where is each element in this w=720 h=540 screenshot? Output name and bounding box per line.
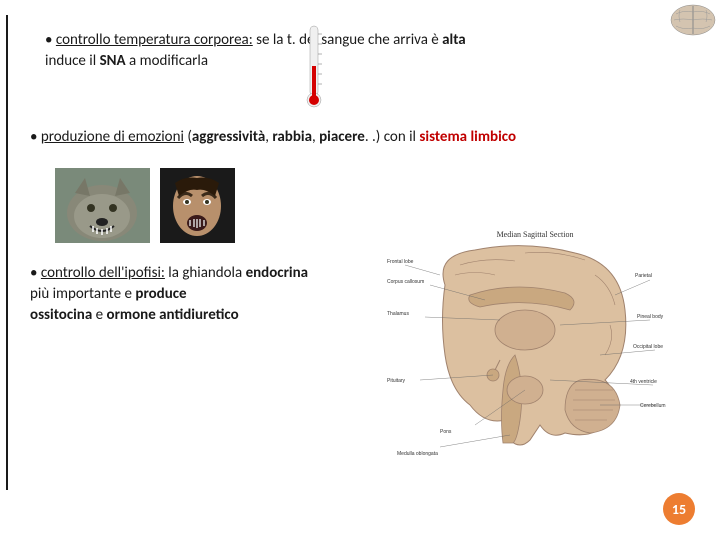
wolf-image <box>55 168 150 243</box>
svg-text:Medulla oblongata: Medulla oblongata <box>397 451 438 457</box>
s3-underlined: controllo dell'ipofisi: <box>41 264 165 282</box>
svg-text:Thalamus: Thalamus <box>387 311 409 317</box>
svg-text:Occipital lobe: Occipital lobe <box>633 344 663 350</box>
bullet-section-3: • controllo dell'ipofisi: la ghiandola e… <box>25 263 345 326</box>
page-number-badge: 15 <box>663 493 695 525</box>
svg-text:Pituitary: Pituitary <box>387 378 406 384</box>
s1-text1: se la t. del sangue che arriva è alta <box>253 31 466 49</box>
page-number-text: 15 <box>672 501 686 518</box>
bullet-section-2: • produzione di emozioni (aggressività, … <box>25 127 695 148</box>
bullet-2: • <box>30 128 37 146</box>
slide-content: • controllo temperatura corporea: se la … <box>0 0 720 540</box>
svg-text:Corpus callosum: Corpus callosum <box>387 279 424 285</box>
svg-text:Pineal body: Pineal body <box>637 314 664 320</box>
s1-line2: induce il SNA a modificarla <box>45 51 695 72</box>
s3-text1: la ghiandola endocrina <box>165 264 308 282</box>
bullet-section-1: • controllo temperatura corporea: se la … <box>25 30 695 72</box>
svg-text:Cerebellum: Cerebellum <box>640 403 666 409</box>
bullet-1: • <box>45 31 52 49</box>
svg-text:Pons: Pons <box>440 429 452 435</box>
s2-text: (aggressività, rabbia, piacere. .) con i… <box>184 128 516 146</box>
svg-text:4th ventricle: 4th ventricle <box>630 379 657 385</box>
s2-underlined: produzione di emozioni <box>41 128 184 146</box>
svg-text:Parietal: Parietal <box>635 273 652 279</box>
angry-face-image <box>160 168 235 243</box>
s1-underlined: controllo temperatura corporea: <box>56 31 253 49</box>
brain-sagittal-diagram: Median Sagittal Section Frontal lobe Cor… <box>385 225 685 465</box>
svg-text:Frontal lobe: Frontal lobe <box>387 259 414 265</box>
s3-line3: ossitocina e ormone antidiuretico <box>30 306 239 324</box>
bullet-3: • <box>30 264 37 282</box>
diagram-title: Median Sagittal Section <box>497 230 574 239</box>
s2-red: sistema limbico <box>419 128 516 146</box>
s3-line2: più importante e produce <box>30 285 187 303</box>
thermometer-icon <box>300 24 328 109</box>
left-border <box>6 15 8 490</box>
